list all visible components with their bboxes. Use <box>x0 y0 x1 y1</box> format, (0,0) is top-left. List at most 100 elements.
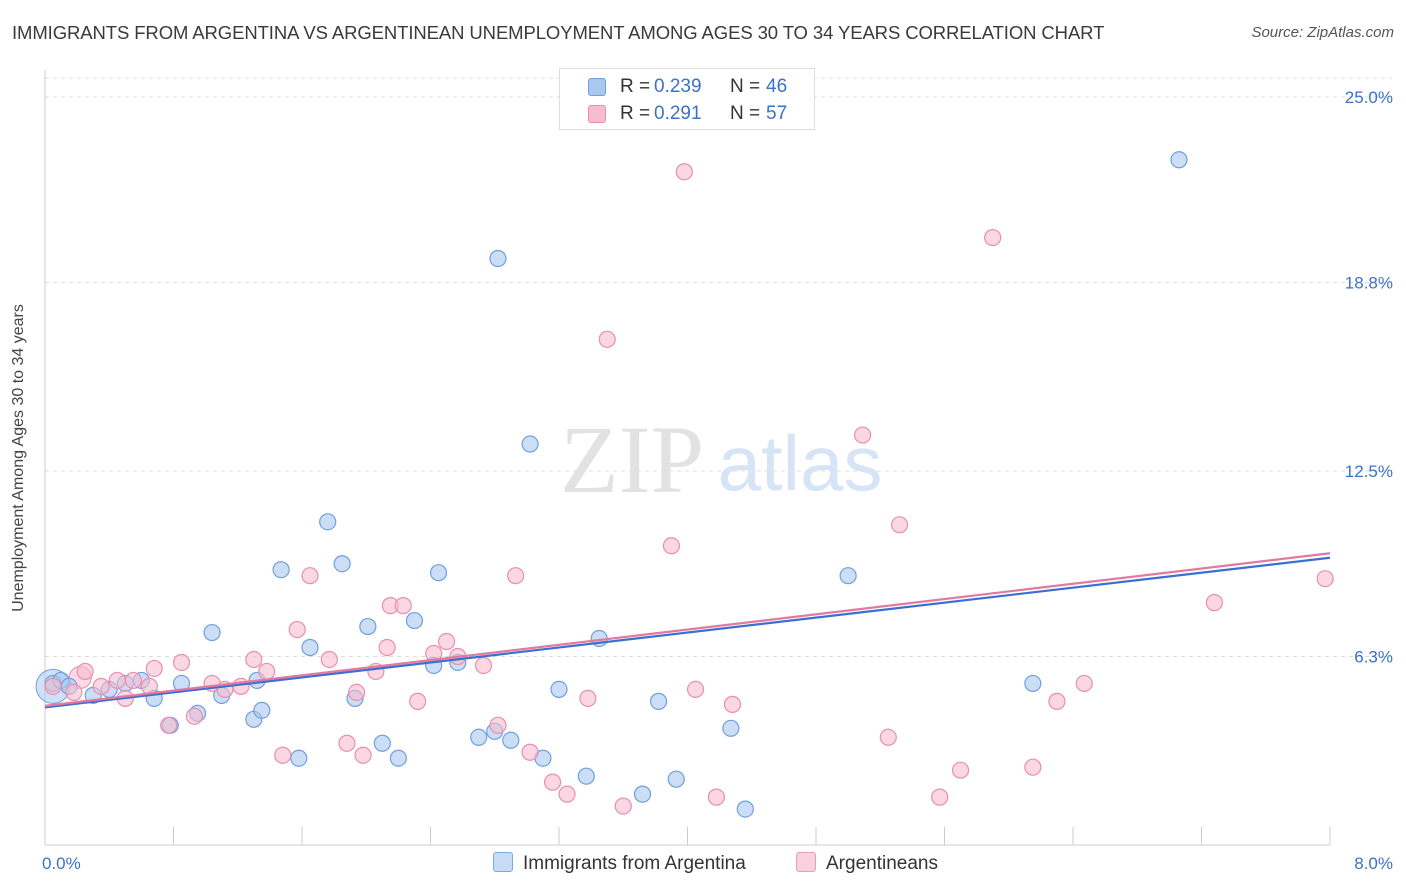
blue-data-point <box>470 728 488 746</box>
legend-swatch-blue <box>588 78 606 96</box>
bottom-legend-label: Argentineans <box>826 853 938 874</box>
pink-data-point <box>145 659 163 678</box>
pink-data-point <box>409 692 427 710</box>
legend-swatch-pink <box>588 105 606 123</box>
blue-data-point <box>667 770 685 788</box>
tick-labels: 6.3% 12.5% 18.8% 25.0% 0.0% 8.0% <box>42 88 1393 873</box>
blue-data-point <box>389 749 407 767</box>
pink-data-point <box>160 716 178 734</box>
blue-data-point <box>633 785 652 803</box>
points-layer <box>35 151 1334 818</box>
pink-data-point <box>723 695 742 713</box>
pink-data-point <box>65 683 83 701</box>
legend-n-value: 57 <box>766 103 788 124</box>
y-tick-label: 6.3% <box>1354 647 1393 666</box>
bottom-legend-swatch-pink <box>796 852 816 872</box>
blue-data-point <box>489 249 507 268</box>
blue-data-point <box>253 701 271 719</box>
pink-data-point <box>124 671 142 690</box>
pink-data-point <box>951 761 970 779</box>
pink-data-point <box>474 656 493 675</box>
blue-data-point <box>405 611 424 630</box>
pink-data-point <box>489 716 507 734</box>
pink-data-point <box>1205 594 1223 612</box>
bottom-legend-immigrants: Immigrants from Argentina <box>493 852 746 876</box>
pink-data-point <box>76 662 94 681</box>
legend-r-label: R = <box>620 76 651 97</box>
pink-data-point <box>44 677 62 696</box>
legend-r-value: 0.291 <box>654 103 702 124</box>
legend-row-immigrants: R = 0.239 N = 46 <box>560 74 816 100</box>
watermark-zip: ZIP <box>560 406 704 513</box>
blue-data-point <box>290 749 308 767</box>
correlation-legend: R = 0.239 N = 46 R = 0.291 N = 57 <box>559 68 815 130</box>
blue-data-point <box>1024 674 1042 693</box>
x-tick-label-max: 8.0% <box>1354 854 1393 873</box>
chart-title: IMMIGRANTS FROM ARGENTINA VS ARGENTINEAN… <box>12 22 1105 43</box>
legend-n-value: 46 <box>766 76 788 97</box>
y-axis-label: Unemployment Among Ages 30 to 34 years <box>10 304 27 612</box>
source-label: Source: ZipAtlas.com <box>1251 24 1394 41</box>
pink-data-point <box>1075 674 1093 693</box>
bottom-legend-swatch-blue <box>493 852 513 872</box>
pink-data-point <box>879 728 897 746</box>
pink-data-point <box>232 677 250 696</box>
pink-data-point <box>707 788 726 806</box>
pink-data-point <box>579 689 597 707</box>
axis-layer <box>44 70 1331 846</box>
pink-data-point <box>320 650 338 669</box>
blue-data-point <box>502 731 520 749</box>
pink-data-point <box>348 683 366 701</box>
pink-trend-line <box>44 552 1331 707</box>
pink-data-point <box>507 567 525 585</box>
pink-data-point <box>338 734 356 752</box>
pink-data-point <box>274 746 292 764</box>
blue-data-point <box>1170 151 1188 169</box>
pink-data-point <box>1048 692 1066 710</box>
legend-r-value: 0.239 <box>654 76 702 97</box>
x-tick-label-min: 0.0% <box>42 854 81 873</box>
blue-data-point <box>429 564 448 582</box>
pink-data-point <box>675 163 693 181</box>
pink-data-point <box>394 597 412 615</box>
legend-row-argentineans: R = 0.291 N = 57 <box>560 101 816 127</box>
trend-layer <box>44 552 1331 709</box>
blue-data-point <box>203 623 221 642</box>
pink-data-point <box>258 662 276 681</box>
bottom-legend-argentineans: Argentineans <box>796 852 938 876</box>
pink-data-point <box>890 516 909 534</box>
pink-data-point <box>543 773 562 791</box>
legend-r-label: R = <box>620 103 651 124</box>
pink-data-point <box>354 746 372 764</box>
pink-data-point <box>614 797 632 815</box>
blue-data-point <box>736 800 754 818</box>
pink-data-point <box>686 680 705 699</box>
pink-data-point <box>558 785 576 803</box>
blue-data-point <box>272 561 290 579</box>
pink-data-point <box>1316 570 1334 588</box>
blue-data-point <box>373 734 391 752</box>
y-tick-label: 25.0% <box>1345 88 1393 107</box>
blue-trend-line <box>44 556 1331 709</box>
blue-data-point <box>649 692 668 710</box>
pink-data-point <box>301 567 319 585</box>
pink-data-point <box>1024 758 1042 776</box>
blue-data-point <box>521 435 539 453</box>
y-tick-label: 12.5% <box>1345 462 1393 481</box>
pink-data-point <box>984 228 1002 247</box>
blue-data-point <box>839 567 857 585</box>
pink-data-point <box>521 743 539 761</box>
blue-data-point <box>577 767 595 785</box>
legend-n-label: N = <box>730 103 761 124</box>
pink-data-point <box>108 671 126 690</box>
watermark: ZIP atlas <box>560 406 882 513</box>
pink-data-point <box>931 788 949 806</box>
y-tick-label: 18.8% <box>1345 273 1393 292</box>
pink-data-point <box>288 620 306 639</box>
pink-data-point <box>378 638 396 657</box>
bottom-legend-label: Immigrants from Argentina <box>523 853 746 874</box>
pink-data-point <box>853 426 872 444</box>
blue-data-point <box>319 513 337 531</box>
legend-n-label: N = <box>730 76 761 97</box>
